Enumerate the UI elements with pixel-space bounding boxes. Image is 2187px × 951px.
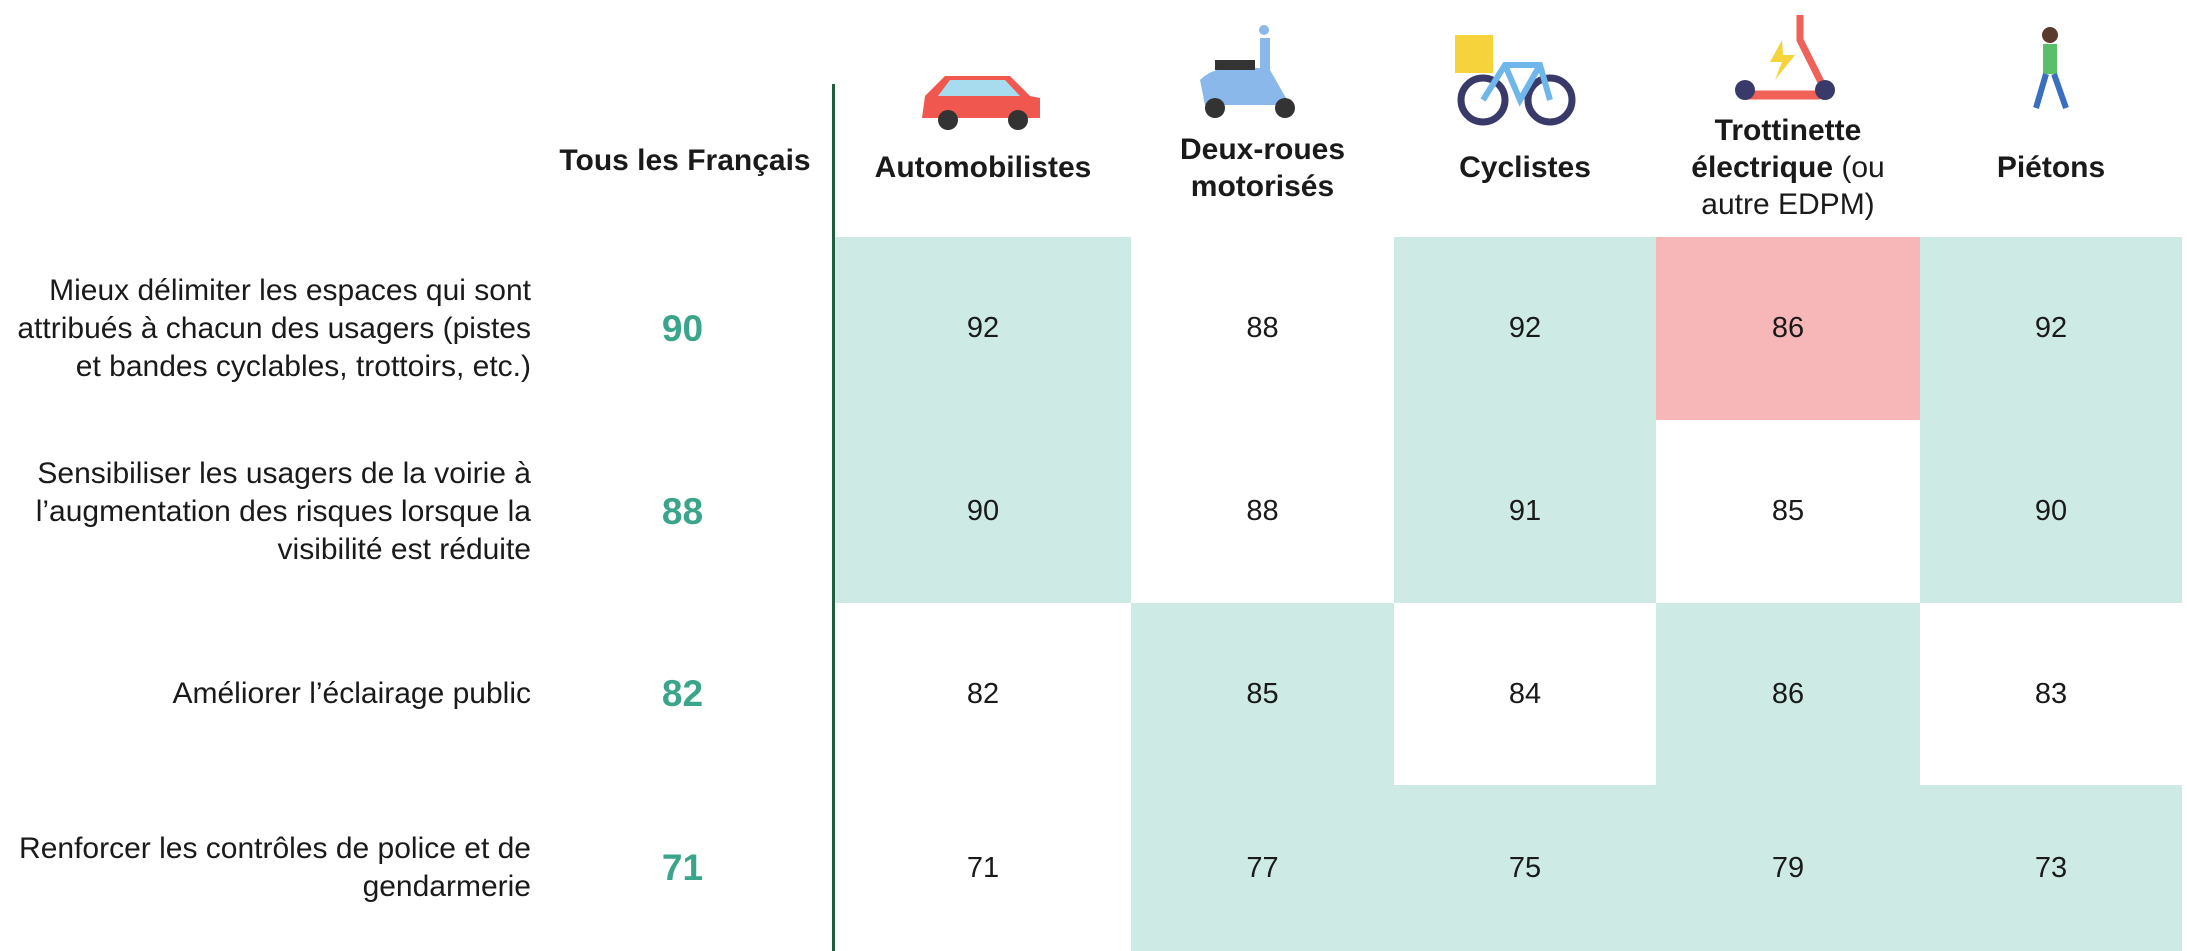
column-header: Piétons	[1920, 115, 2182, 220]
row-label: Sensibiliser les usagers de la voirie à …	[35, 456, 531, 566]
value-cell: 90	[835, 420, 1131, 603]
overall-header-text: Tous les Français	[559, 143, 811, 177]
column-header: Cyclistes	[1394, 115, 1656, 220]
row-label: Améliorer l’éclairage public	[172, 677, 532, 710]
value-cell: 86	[1656, 603, 1920, 785]
value-cell: 83	[1920, 603, 2182, 785]
value-cell: 88	[1131, 237, 1394, 420]
value-cell: 79	[1656, 785, 1920, 951]
column-name: Piétons	[1997, 149, 2105, 186]
value-cell: 90	[1920, 420, 2182, 603]
overall-header: Tous les Français	[540, 130, 830, 190]
car-icon	[922, 76, 1040, 130]
bike-icon	[1455, 35, 1576, 126]
value-cell: 75	[1394, 785, 1656, 951]
overall-value: 82	[661, 673, 704, 714]
value-cell: 85	[1131, 603, 1394, 785]
scooter-icon	[1200, 25, 1295, 118]
value-cell: 84	[1394, 603, 1656, 785]
divider	[832, 84, 835, 951]
value-cell: 85	[1656, 420, 1920, 603]
column-header: Deux-roues motorisés	[1131, 115, 1394, 220]
value-cell: 73	[1920, 785, 2182, 951]
overall-value: 90	[661, 307, 704, 349]
column-name-text: Deux-roues motorisés	[1179, 132, 1346, 203]
value-cell: 82	[835, 603, 1131, 785]
value-cell: 92	[1394, 237, 1656, 420]
value-cell: 86	[1656, 237, 1920, 420]
column-name-text: Trottinette électrique	[1691, 114, 1862, 184]
column-note: (ou autre EDPM)	[1701, 151, 1885, 221]
value-cell: 71	[835, 785, 1131, 951]
value-cell: 91	[1394, 420, 1656, 603]
value-cell: 92	[835, 237, 1131, 420]
column-name: Automobilistes	[875, 149, 1092, 186]
value-cell: 77	[1131, 785, 1394, 951]
column-name-text: Cyclistes	[1459, 151, 1591, 184]
column-header: Automobilistes	[835, 115, 1131, 220]
value-cell: 88	[1131, 420, 1394, 603]
row-label: Mieux délimiter les espaces qui sont att…	[17, 273, 531, 383]
value-cell: 92	[1920, 237, 2182, 420]
column-name: Deux-roues motorisés	[1131, 131, 1394, 205]
column-name-text: Automobilistes	[874, 151, 1092, 184]
row-label: Renforcer les contrôles de police et de …	[19, 832, 531, 903]
scooter-electric-icon	[1735, 15, 1835, 100]
column-name-text: Piétons	[1996, 151, 2106, 184]
column-name: Trottinette électrique (ou autre EDPM)	[1656, 112, 1920, 223]
overall-value: 88	[661, 490, 704, 532]
column-header: Trottinette électrique (ou autre EDPM)	[1656, 112, 1920, 223]
column-name: Cyclistes	[1459, 149, 1591, 186]
pedestrian-icon	[2033, 27, 2069, 109]
overall-value: 71	[661, 847, 704, 888]
